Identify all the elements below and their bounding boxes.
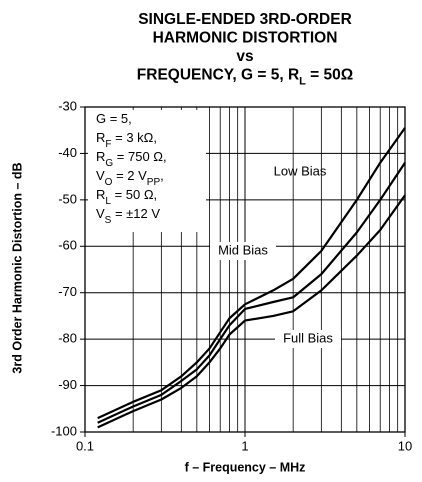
y-tick-label: -80: [58, 331, 77, 346]
condition-text-part: V: [96, 168, 105, 183]
series-label: Mid Bias: [218, 242, 268, 257]
condition-text: RF = 3 kΩ,: [96, 130, 157, 150]
x-tick-label: 1: [241, 438, 248, 453]
condition-text-part: G: [105, 158, 113, 169]
condition-text: RG = 750 Ω,: [96, 149, 167, 169]
condition-text-part: F: [105, 139, 111, 150]
condition-text-part: = 3 kΩ,: [112, 130, 158, 145]
chart-title-part: L: [299, 75, 306, 87]
x-axis-label: f – Frequency – MHz: [185, 460, 306, 474]
chart-title: SINGLE-ENDED 3RD-ORDER: [138, 11, 352, 28]
x-tick-label: 0.1: [76, 438, 94, 453]
condition-text-part: G = 5,: [96, 111, 132, 126]
label-bg: [275, 330, 341, 348]
chart-title: HARMONIC DISTORTION: [153, 30, 338, 47]
conditions-bg: [88, 110, 206, 232]
condition-text-part: S: [105, 215, 112, 226]
condition-text-part: R: [96, 130, 105, 145]
condition-text-part: L: [105, 196, 111, 207]
y-tick-label: -100: [51, 423, 77, 438]
condition-text-part: PP: [147, 177, 161, 188]
condition-text-part: = 750 Ω,: [113, 149, 166, 164]
condition-text-part: = 50 Ω,: [111, 187, 157, 202]
series-line: [97, 162, 406, 424]
label-bg: [210, 242, 276, 260]
chart-title-part: FREQUENCY, G = 5, R: [137, 67, 299, 84]
series-label: Low Bias: [274, 163, 327, 178]
condition-text-part: V: [96, 206, 105, 221]
condition-text-part: O: [105, 177, 113, 188]
condition-text-part: ,: [160, 168, 164, 183]
condition-text-part: R: [96, 149, 105, 164]
condition-text: VO = 2 VPP,: [96, 168, 164, 188]
chart-title: vs: [236, 48, 253, 65]
chart-title-part: vs: [236, 48, 253, 65]
series-line: [97, 194, 406, 429]
chart-title-part: HARMONIC DISTORTION: [153, 30, 338, 47]
chart-title-part: = 50Ω: [306, 67, 353, 84]
condition-text-part: = ±12 V: [111, 206, 160, 221]
y-tick-label: -50: [58, 191, 77, 206]
condition-text: VS = ±12 V: [96, 206, 160, 226]
y-tick-label: -30: [58, 98, 77, 113]
condition-text: G = 5,: [96, 111, 132, 126]
series-line: [97, 127, 406, 420]
y-axis-label: 3rd Order Harmonic Distortion – dB: [10, 162, 24, 373]
condition-text-part: = 2 V: [112, 168, 147, 183]
chart-title-part: SINGLE-ENDED 3RD-ORDER: [138, 11, 352, 28]
y-tick-label: -90: [58, 377, 77, 392]
condition-text: RL = 50 Ω,: [96, 187, 157, 207]
x-tick-label: 10: [398, 438, 412, 453]
y-tick-label: -40: [58, 145, 77, 160]
series-label: Full Bias: [283, 330, 333, 345]
chart-title: FREQUENCY, G = 5, RL = 50Ω: [137, 67, 353, 88]
y-tick-label: -70: [58, 284, 77, 299]
y-tick-label: -60: [58, 238, 77, 253]
condition-text-part: R: [96, 187, 105, 202]
